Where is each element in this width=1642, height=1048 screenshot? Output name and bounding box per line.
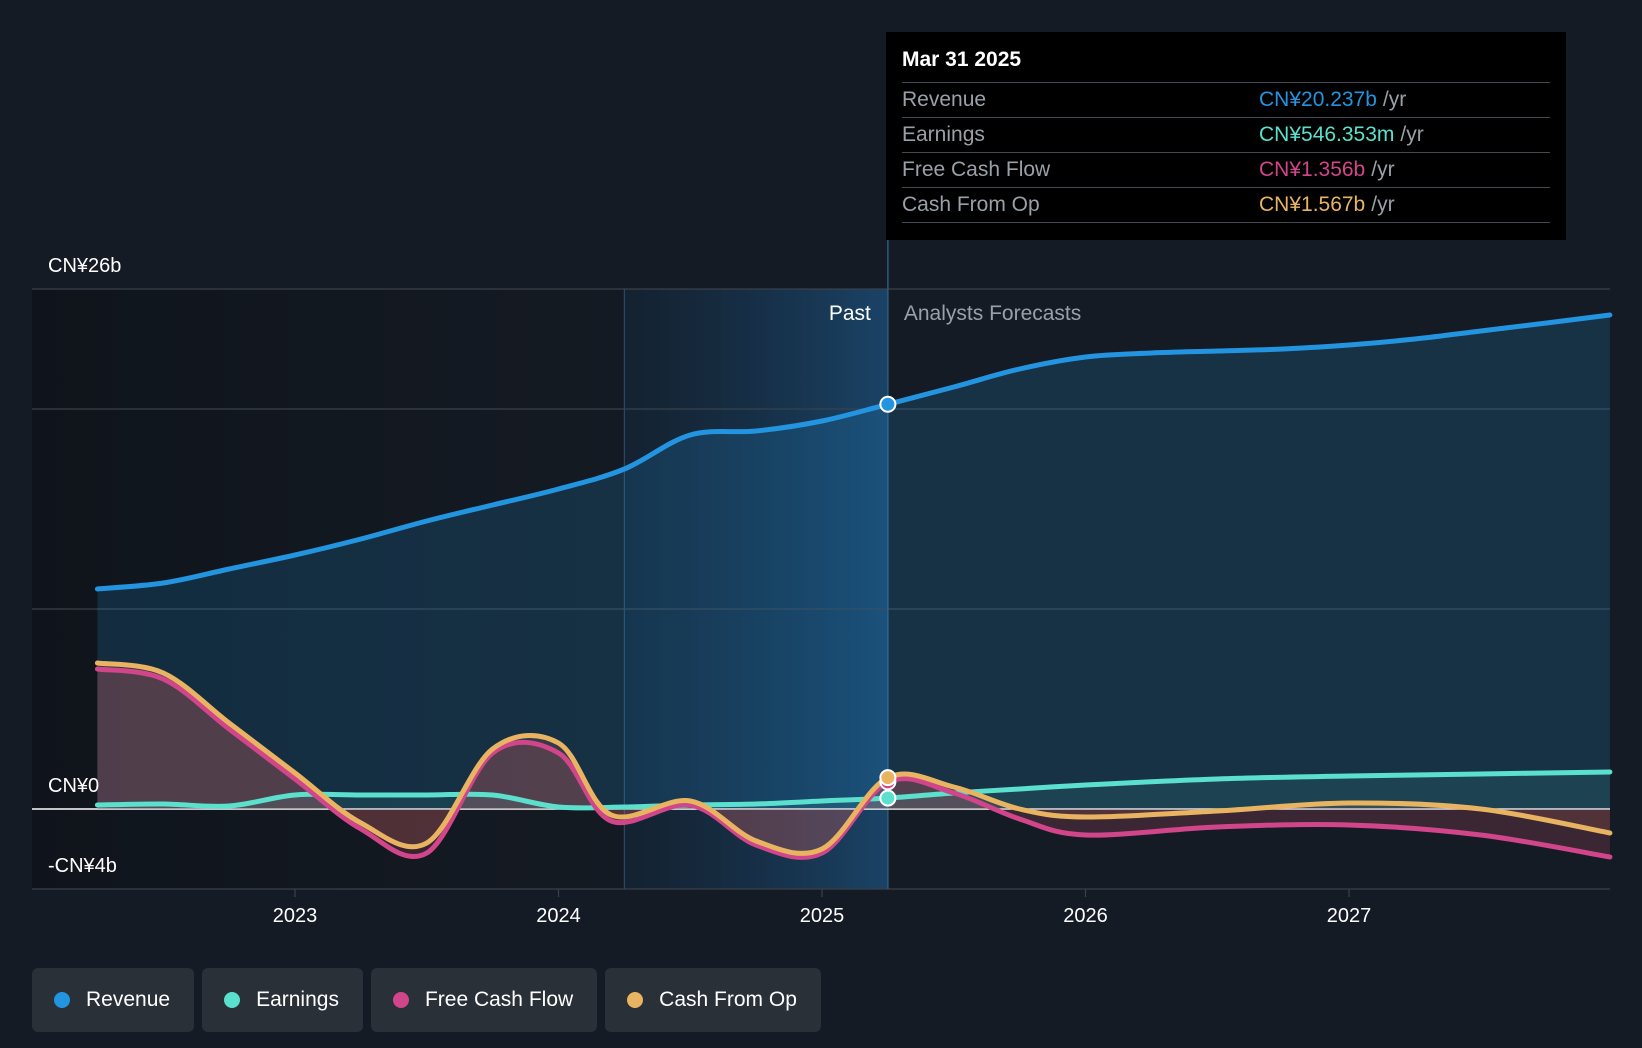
tooltip-unit: /yr [1382,88,1407,111]
tooltip-label: Earnings [902,123,985,146]
tooltip-date: Mar 31 2025 [902,46,1550,83]
tooltip-label: Cash From Op [902,193,1040,216]
marker-revenue [879,395,897,413]
legend-label: Cash From Op [659,988,797,1011]
forecast-label: Analysts Forecasts [904,302,1081,325]
tooltip-row-cash-from-op: Cash From Op CN¥1.567b /yr [902,188,1550,223]
x-tick-label: 2026 [1063,905,1108,927]
axis-labels: CN¥26b CN¥0 -CN¥4b 2023 2024 2025 2026 2027 Past… [48,255,1371,927]
series-line-free-cash-flow [94,666,1613,860]
y-label-top: CN¥26b [48,255,121,277]
legend-item-free-cash-flow[interactable]: Free Cash Flow [370,968,598,1032]
marker-cash-from-op [879,769,897,787]
tooltip-unit: /yr [1400,123,1424,146]
tooltip-row-revenue: Revenue CN¥20.237b /yr [902,83,1550,118]
legend-dot-icon [392,992,409,1008]
marker-earnings [879,789,897,807]
series-lines [94,312,1613,860]
area-revenue [97,315,1610,809]
series-line-cash-from-op [94,660,1613,856]
legend-dot-icon [224,992,241,1008]
legend-item-earnings[interactable]: Earnings [202,968,363,1032]
tooltip-row-free-cash-flow: Free Cash Flow CN¥1.356b /yr [902,153,1550,188]
y-label-zero: CN¥0 [48,775,99,797]
legend-item-revenue[interactable]: Revenue [32,968,195,1032]
tooltip-label: Revenue [902,88,987,111]
x-tick-label: 2027 [1327,905,1372,927]
tooltip-unit: /yr [1371,158,1395,181]
legend-dot-icon [627,992,644,1008]
tooltip-value: CN¥546.353m [1259,123,1395,146]
hover-tooltip: Mar 31 2025 Revenue CN¥20.237b /yr Earni… [886,32,1566,240]
area-cash-from-op [97,663,1610,854]
legend-label: Free Cash Flow [424,988,574,1011]
tooltip-row-earnings: Earnings CN¥546.353m /yr [902,118,1550,153]
series-line-revenue [94,312,1613,592]
hover-markers [879,395,897,807]
tooltip-unit: /yr [1371,193,1395,216]
legend-dot-icon [54,992,70,1008]
highlight-shade [624,289,888,889]
tooltip-value: CN¥1.356b [1259,158,1366,181]
gridlines [32,240,1610,897]
area-earnings [97,772,1610,809]
tooltip-value: CN¥1.567b [1259,193,1366,216]
legend-label: Earnings [256,988,339,1011]
x-tick-label: 2023 [273,905,318,927]
y-label-bottom: -CN¥4b [48,855,117,877]
legend-label: Revenue [86,988,171,1011]
x-tick-label: 2024 [536,905,581,927]
past-label: Past [829,302,871,325]
legend-item-cash-from-op[interactable]: Cash From Op [605,968,821,1032]
tooltip-label: Free Cash Flow [902,158,1051,181]
x-tick-label: 2025 [800,905,845,927]
chart-legend: Revenue Earnings Free Cash Flow Cash Fro… [32,968,829,1032]
tooltip-value: CN¥20.237b [1259,88,1377,111]
